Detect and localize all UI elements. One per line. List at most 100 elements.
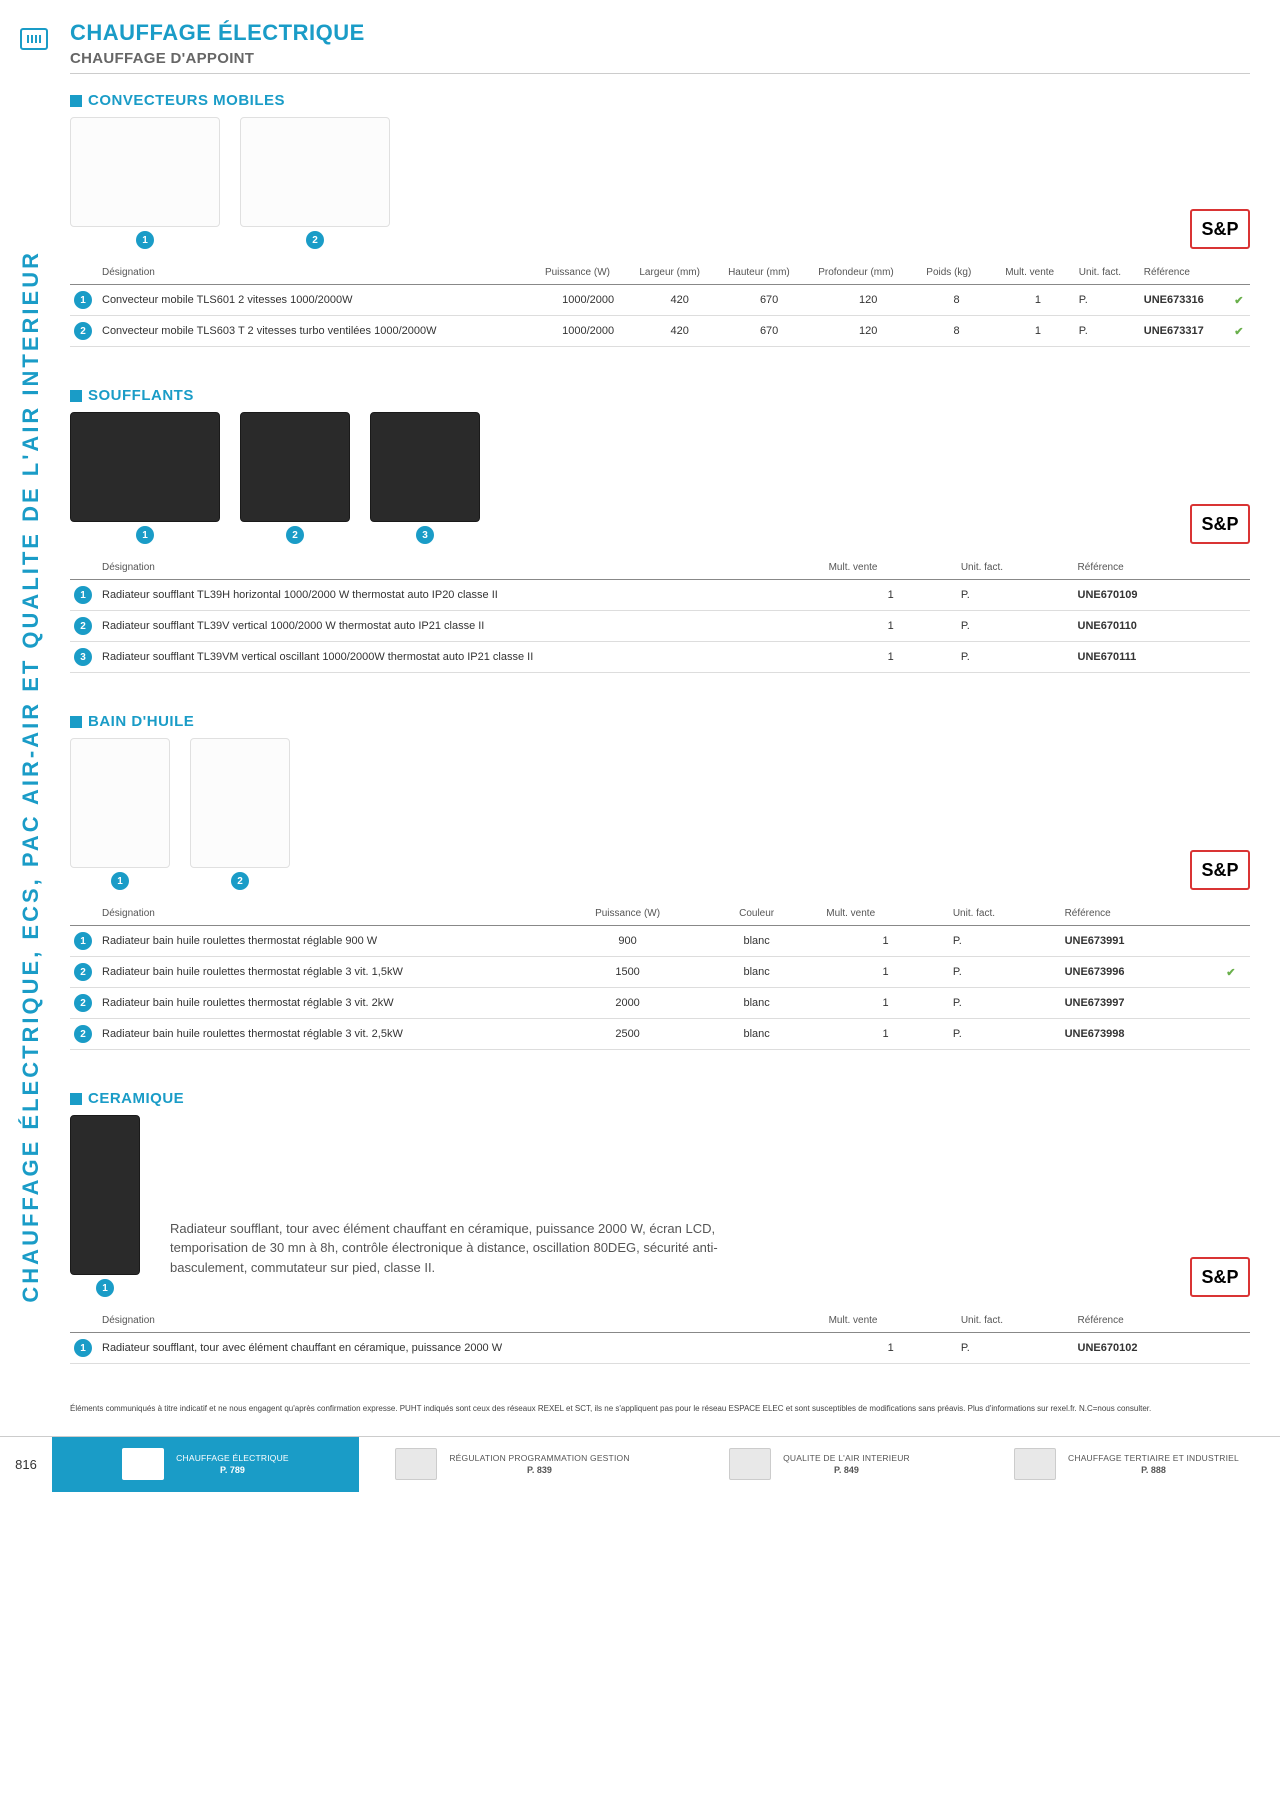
nav-thumbnail [122, 1448, 164, 1480]
brand-logo: S&P [1190, 850, 1250, 890]
table-header: Référence [1140, 259, 1228, 285]
nav-thumbnail [729, 1448, 771, 1480]
nav-title: QUALITE DE L'AIR INTERIEUR [783, 1453, 910, 1463]
product-table: DésignationMult. venteUnit. fact.Référen… [70, 554, 1250, 673]
table-header: Désignation [98, 1307, 806, 1333]
table-header [806, 554, 825, 580]
ceramic-description: Radiateur soufflant, tour avec élément c… [170, 1219, 730, 1278]
image-badge: 1 [96, 1279, 114, 1297]
table-header: Référence [1074, 554, 1232, 580]
category-icon [20, 28, 48, 50]
table-header: Mult. vente [825, 1307, 957, 1333]
nav-page: P. 888 [1068, 1465, 1239, 1475]
image-badge: 1 [136, 526, 154, 544]
table-header [1231, 554, 1250, 580]
nav-page: P. 839 [449, 1465, 629, 1475]
section-soufflants: SOUFFLANTS 1 2 3 S&P DésignationMult. ve… [70, 387, 1250, 673]
table-header [804, 900, 822, 926]
product-table: Désignation Mult. venteUnit. fact.Référen… [70, 1307, 1250, 1364]
table-header: Largeur (mm) [635, 259, 724, 285]
footer-nav-item[interactable]: CHAUFFAGE ÉLECTRIQUE P. 789 [52, 1437, 359, 1492]
table-row: 2Radiateur bain huile roulettes thermost… [70, 988, 1250, 1019]
section-title: CONVECTEURS MOBILES [70, 92, 1250, 109]
table-row: 1Radiateur bain huile roulettes thermost… [70, 926, 1250, 957]
table-header: Désignation [98, 900, 546, 926]
table-row: 2Radiateur bain huile roulettes thermost… [70, 957, 1250, 988]
table-row: 2Radiateur bain huile roulettes thermost… [70, 1019, 1250, 1050]
nav-page: P. 849 [783, 1465, 910, 1475]
side-vertical-label: CHAUFFAGE ÉLECTRIQUE, ECS, PAC AIR-AIR E… [18, 250, 58, 1303]
table-header [806, 1307, 825, 1333]
table-header: Unit. fact. [949, 900, 1061, 926]
product-image [240, 117, 390, 227]
product-image [240, 412, 350, 522]
category-title: CHAUFFAGE ÉLECTRIQUE [70, 20, 1250, 46]
table-header: Désignation [98, 259, 541, 285]
image-badge: 2 [286, 526, 304, 544]
nav-title: CHAUFFAGE ÉLECTRIQUE [176, 1453, 289, 1463]
table-header [70, 1307, 98, 1333]
product-image [190, 738, 290, 868]
product-image [70, 738, 170, 868]
table-row: 3Radiateur soufflant TL39VM vertical osc… [70, 642, 1250, 673]
table-header [70, 554, 98, 580]
brand-logo: S&P [1190, 504, 1250, 544]
nav-title: RÉGULATION PROGRAMMATION GESTION [449, 1453, 629, 1463]
table-header: Unit. fact. [1075, 259, 1140, 285]
table-header [1231, 1307, 1250, 1333]
table-header: Puissance (W) [546, 900, 708, 926]
section-bain: BAIN D'HUILE 1 2 S&P DésignationPuissanc… [70, 713, 1250, 1050]
table-header: Profondeur (mm) [814, 259, 922, 285]
table-header [991, 259, 1001, 285]
table-header [1228, 259, 1250, 285]
page-number: 816 [0, 1437, 52, 1492]
table-header [1212, 900, 1250, 926]
table-header [70, 259, 98, 285]
nav-page: P. 789 [176, 1465, 289, 1475]
table-header: Poids (kg) [922, 259, 991, 285]
table-header: Référence [1074, 1307, 1232, 1333]
nav-thumbnail [1014, 1448, 1056, 1480]
table-header: Unit. fact. [957, 1307, 1074, 1333]
footer-nav-item[interactable]: RÉGULATION PROGRAMMATION GESTION P. 839 [359, 1437, 666, 1492]
footer-nav: 816 CHAUFFAGE ÉLECTRIQUE P. 789 RÉGULATION… [0, 1436, 1280, 1492]
table-row: 1Convecteur mobile TLS601 2 vitesses 100… [70, 285, 1250, 316]
table-header: Puissance (W) [541, 259, 635, 285]
product-table: DésignationPuissance (W)Largeur (mm)Haut… [70, 259, 1250, 347]
table-header: Référence [1061, 900, 1212, 926]
table-row: 1Radiateur soufflant, tour avec élément … [70, 1333, 1250, 1364]
nav-thumbnail [395, 1448, 437, 1480]
table-header: Mult. vente [1001, 259, 1075, 285]
section-title: CERAMIQUE [70, 1090, 1250, 1107]
image-badge: 1 [111, 872, 129, 890]
table-header: Désignation [98, 554, 806, 580]
product-image [70, 117, 220, 227]
disclaimer-text: Éléments communiqués à titre indicatif e… [70, 1404, 1250, 1420]
product-table: DésignationPuissance (W)Couleur Mult. ven… [70, 900, 1250, 1050]
table-header: Hauteur (mm) [724, 259, 814, 285]
table-row: 2Convecteur mobile TLS603 T 2 vitesses t… [70, 316, 1250, 347]
footer-nav-item[interactable]: QUALITE DE L'AIR INTERIEUR P. 849 [666, 1437, 973, 1492]
table-row: 2Radiateur soufflant TL39V vertical 1000… [70, 611, 1250, 642]
section-convecteurs: CONVECTEURS MOBILES 1 2 S&P DésignationP… [70, 92, 1250, 347]
image-badge: 2 [231, 872, 249, 890]
brand-logo: S&P [1190, 209, 1250, 249]
product-image [70, 412, 220, 522]
image-badge: 3 [416, 526, 434, 544]
table-header: Unit. fact. [957, 554, 1074, 580]
table-header: Mult. vente [822, 900, 949, 926]
section-title: SOUFFLANTS [70, 387, 1250, 404]
subcategory-title: CHAUFFAGE D'APPOINT [70, 50, 1250, 74]
section-title: BAIN D'HUILE [70, 713, 1250, 730]
table-header: Couleur [709, 900, 805, 926]
section-ceramique: CERAMIQUE 1 Radiateur soufflant, tour av… [70, 1090, 1250, 1364]
nav-title: CHAUFFAGE TERTIAIRE ET INDUSTRIEL [1068, 1453, 1239, 1463]
product-image [370, 412, 480, 522]
image-badge: 1 [136, 231, 154, 249]
table-header [70, 900, 98, 926]
product-image [70, 1115, 140, 1275]
table-row: 1Radiateur soufflant TL39H horizontal 10… [70, 580, 1250, 611]
brand-logo: S&P [1190, 1257, 1250, 1297]
image-badge: 2 [306, 231, 324, 249]
footer-nav-item[interactable]: CHAUFFAGE TERTIAIRE ET INDUSTRIEL P. 888 [973, 1437, 1280, 1492]
